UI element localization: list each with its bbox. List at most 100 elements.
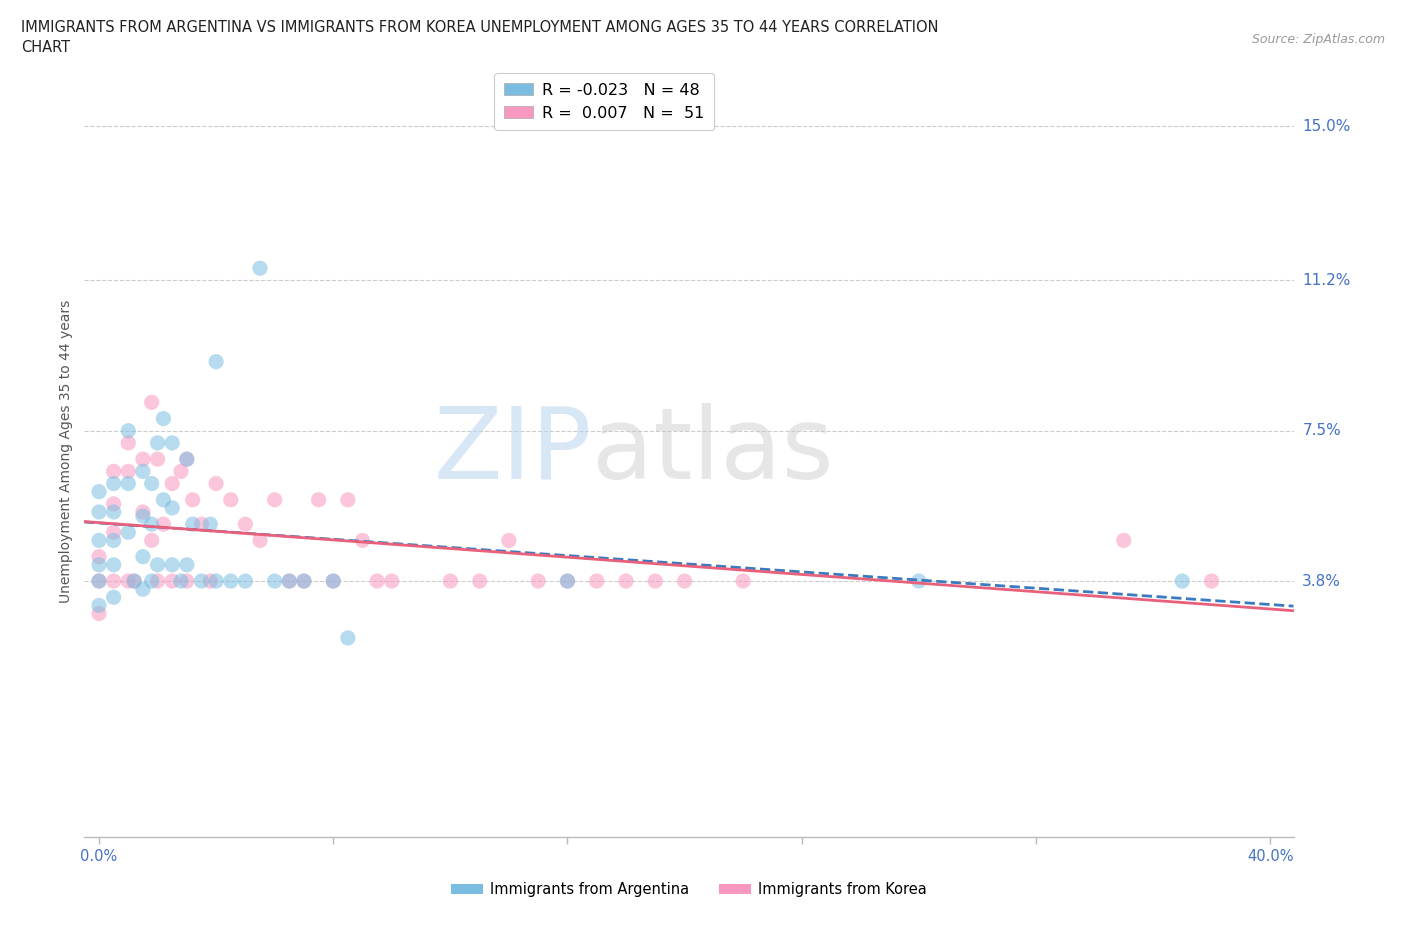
Point [263, 574, 285, 589]
Point [103, 557, 125, 572]
Point [146, 452, 169, 467]
Text: ZIP: ZIP [434, 403, 592, 499]
Point [336, 631, 359, 645]
Point [557, 574, 579, 589]
Point [176, 574, 198, 589]
Point [152, 492, 174, 507]
Point [160, 574, 183, 589]
Point [176, 452, 198, 467]
Point [141, 574, 163, 589]
Point [122, 574, 145, 589]
Point [132, 452, 155, 467]
Point [200, 517, 222, 532]
Point [87, 557, 110, 572]
Point [141, 476, 163, 491]
Point [292, 574, 315, 589]
Point [181, 492, 204, 507]
Point [352, 533, 374, 548]
Point [176, 452, 198, 467]
Point [122, 574, 145, 589]
Y-axis label: Unemployment Among Ages 35 to 44 years: Unemployment Among Ages 35 to 44 years [59, 299, 73, 603]
Point [219, 492, 242, 507]
Point [103, 590, 125, 604]
Point [322, 574, 344, 589]
Point [439, 574, 461, 589]
Point [141, 533, 163, 548]
Point [152, 517, 174, 532]
Point [87, 574, 110, 589]
Point [205, 354, 228, 369]
Point [132, 464, 155, 479]
Point [160, 435, 183, 450]
Point [117, 574, 139, 589]
Point [87, 606, 110, 621]
Point [249, 533, 271, 548]
Point [336, 492, 359, 507]
Text: IMMIGRANTS FROM ARGENTINA VS IMMIGRANTS FROM KOREA UNEMPLOYMENT AMONG AGES 35 TO: IMMIGRANTS FROM ARGENTINA VS IMMIGRANTS … [21, 20, 939, 35]
Point [498, 533, 520, 548]
Point [366, 574, 388, 589]
Point [381, 574, 404, 589]
Point [103, 497, 125, 512]
Point [176, 557, 198, 572]
Point [103, 505, 125, 520]
Point [235, 517, 257, 532]
Point [190, 574, 212, 589]
Point [103, 574, 125, 589]
Point [132, 550, 155, 565]
Point [132, 505, 155, 520]
Point [181, 517, 204, 532]
Text: atlas: atlas [592, 403, 834, 499]
Point [205, 476, 228, 491]
Point [527, 574, 550, 589]
Point [673, 574, 696, 589]
Point [308, 492, 330, 507]
Point [103, 533, 125, 548]
Point [117, 435, 139, 450]
Point [103, 476, 125, 491]
Point [117, 476, 139, 491]
Point [103, 464, 125, 479]
Point [205, 574, 228, 589]
Point [200, 574, 222, 589]
Point [87, 533, 110, 548]
Point [103, 525, 125, 539]
Point [146, 557, 169, 572]
Point [170, 464, 193, 479]
Point [585, 574, 607, 589]
Point [160, 476, 183, 491]
Point [733, 574, 755, 589]
Point [170, 574, 193, 589]
Point [1171, 574, 1194, 589]
Point [87, 485, 110, 499]
Point [87, 550, 110, 565]
Point [278, 574, 301, 589]
Text: 3.8%: 3.8% [1302, 574, 1341, 589]
Point [117, 464, 139, 479]
Point [190, 517, 212, 532]
Point [1112, 533, 1135, 548]
Text: Source: ZipAtlas.com: Source: ZipAtlas.com [1251, 33, 1385, 46]
Text: 11.2%: 11.2% [1302, 272, 1351, 288]
Point [907, 574, 929, 589]
Point [249, 260, 271, 275]
Legend: Immigrants from Argentina, Immigrants from Korea: Immigrants from Argentina, Immigrants fr… [446, 876, 932, 903]
Point [132, 509, 155, 524]
Point [263, 492, 285, 507]
Point [141, 517, 163, 532]
Point [219, 574, 242, 589]
Point [146, 435, 169, 450]
Point [87, 574, 110, 589]
Point [87, 505, 110, 520]
Point [87, 598, 110, 613]
Text: CHART: CHART [21, 40, 70, 55]
Text: 15.0%: 15.0% [1302, 118, 1351, 134]
Point [292, 574, 315, 589]
Point [557, 574, 579, 589]
Point [235, 574, 257, 589]
Point [468, 574, 491, 589]
Point [1201, 574, 1223, 589]
Point [141, 395, 163, 410]
Point [117, 525, 139, 539]
Point [117, 423, 139, 438]
